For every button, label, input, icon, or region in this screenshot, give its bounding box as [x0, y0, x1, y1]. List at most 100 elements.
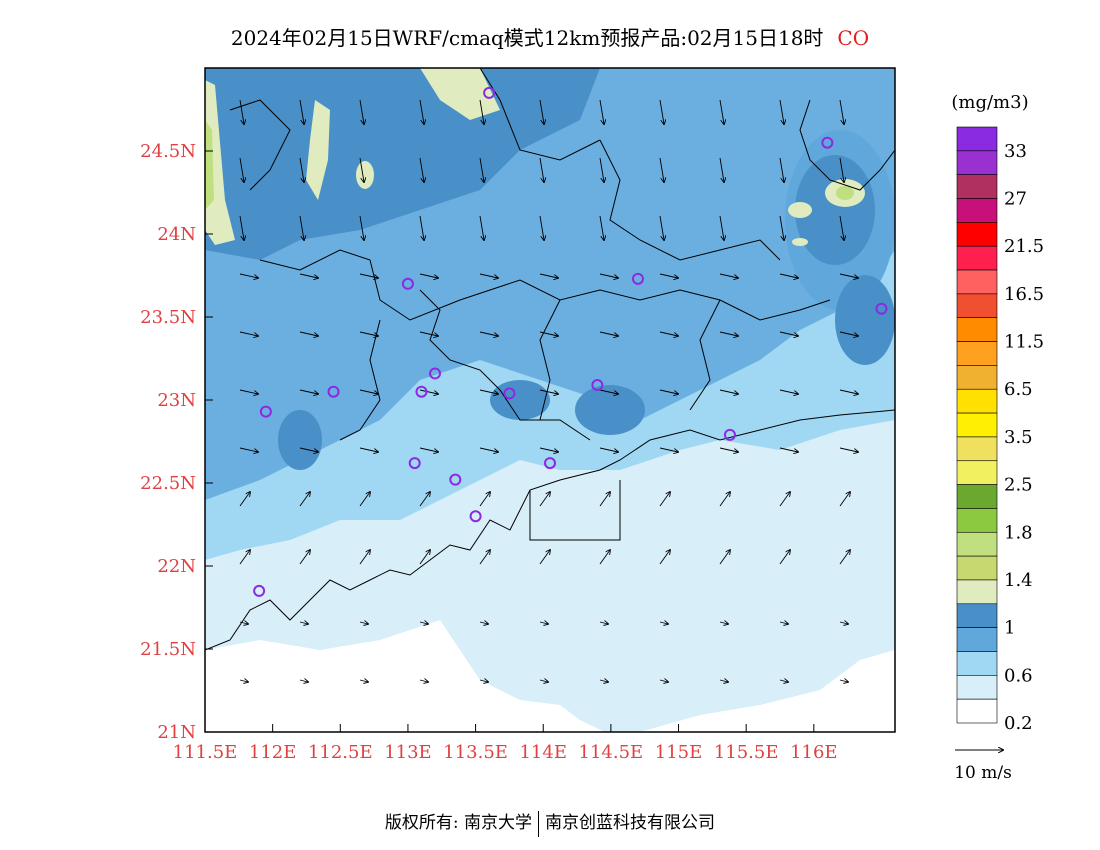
wind-arrow	[239, 273, 258, 278]
legend-swatch	[956, 150, 998, 175]
wind-arrow	[839, 331, 858, 336]
legend-swatch	[956, 555, 998, 581]
station-marker	[631, 272, 644, 285]
wind-arrow	[419, 622, 428, 624]
wind-arrow	[659, 99, 664, 124]
wind-arrow	[299, 389, 318, 394]
x-tick-label: 116E	[790, 742, 838, 763]
wind-arrow	[239, 331, 258, 336]
wind-arrow	[299, 215, 304, 240]
wind-arrow	[299, 550, 310, 565]
wind-arrow	[239, 447, 258, 452]
wind-arrow	[599, 331, 618, 336]
wind-arrow	[779, 157, 784, 182]
legend-swatch	[956, 436, 998, 462]
legend-swatch	[956, 579, 998, 605]
wind-arrow	[779, 447, 798, 452]
x-tick-label: 112.5E	[308, 742, 373, 763]
legend-swatch	[956, 508, 998, 533]
wind-arrow	[479, 492, 490, 507]
wind-arrow	[779, 99, 784, 124]
wind-arrow	[779, 680, 788, 682]
wind-arrow	[419, 389, 438, 394]
wind-arrow	[539, 550, 550, 565]
wind-arrow	[299, 273, 318, 278]
wind-arrow	[299, 622, 308, 624]
wind-arrow	[839, 157, 844, 182]
wind-arrow	[479, 99, 484, 124]
wind-arrow	[659, 492, 670, 507]
station-marker	[429, 367, 441, 380]
wind-arrow	[599, 492, 610, 507]
wind-arrow	[599, 447, 618, 452]
legend-swatch	[956, 174, 998, 199]
wind-arrow	[299, 331, 318, 336]
legend-swatch	[956, 317, 998, 342]
legend-swatch	[956, 603, 998, 628]
station-marker	[408, 457, 421, 470]
wind-arrow	[719, 331, 738, 336]
wind-arrow	[359, 331, 378, 336]
y-tick-label: 24N	[157, 224, 196, 245]
wind-arrow	[539, 680, 548, 682]
wind-arrow	[479, 550, 490, 565]
wind-scale: 10 m/s	[954, 750, 1012, 783]
wind-arrow	[659, 273, 678, 278]
x-tick-label: 112E	[249, 742, 297, 763]
legend-unit: (mg/m3)	[951, 92, 1028, 113]
legend-label: 21.5	[1004, 236, 1044, 257]
wind-arrow	[359, 99, 364, 124]
wind-arrow	[599, 389, 618, 394]
wind-arrow	[779, 550, 790, 565]
x-tick-label: 111.5E	[173, 742, 238, 763]
wind-arrow	[479, 157, 484, 182]
y-tick-label: 23.5N	[140, 307, 196, 328]
wind-arrow	[839, 680, 848, 682]
station-marker	[253, 584, 266, 597]
y-tick-label: 24.5N	[140, 141, 196, 162]
legend-swatch	[956, 341, 998, 366]
x-axis: 111.5E 112E 112.5E 113E 113.5E 114E 114.5E 115E…	[173, 724, 838, 763]
y-tick-label: 22.5N	[140, 473, 196, 494]
legend-swatch	[956, 412, 998, 438]
wind-arrow	[359, 215, 364, 240]
legend-swatch	[956, 698, 998, 724]
y-tick-label: 22N	[157, 556, 196, 577]
wind-arrow	[599, 215, 604, 240]
legend-swatch	[956, 365, 998, 390]
station-marker	[503, 387, 516, 400]
wind-arrow	[299, 447, 318, 452]
wind-arrow	[719, 389, 738, 394]
legend-label: 2.5	[1004, 475, 1033, 496]
wind-arrow	[659, 447, 678, 452]
wind-arrow	[359, 447, 378, 452]
legend-label: 16.5	[1004, 284, 1044, 305]
legend-swatch	[956, 222, 998, 247]
wind-arrow	[659, 550, 670, 565]
station-marker	[483, 86, 496, 99]
wind-arrow	[419, 550, 430, 565]
wind-arrow	[479, 331, 498, 336]
legend-label: 1	[1004, 618, 1015, 639]
wind-arrow	[779, 215, 784, 240]
wind-arrow	[239, 680, 248, 682]
wind-arrow	[299, 157, 304, 182]
station-marker	[591, 379, 604, 392]
wind-arrow	[599, 157, 604, 182]
x-tick-label: 113E	[384, 742, 432, 763]
wind-arrow	[779, 273, 798, 278]
wind-arrow	[299, 680, 308, 682]
chart-title: 2024年02月15日WRF/cmaq模式12km预报产品:02月15日18时 C…	[0, 22, 1100, 51]
legend-swatch	[956, 245, 998, 271]
wind-arrow	[839, 447, 858, 452]
wind-arrow	[659, 389, 678, 394]
wind-arrow	[359, 680, 368, 682]
legend-label: 0.6	[1004, 665, 1033, 686]
station-markers	[253, 86, 888, 597]
wind-arrow	[659, 622, 668, 624]
station-marker	[723, 428, 736, 441]
legend-label: 11.5	[1004, 332, 1044, 353]
wind-arrow	[239, 389, 258, 394]
footer-separator	[538, 810, 540, 837]
wind-arrow	[239, 215, 244, 240]
